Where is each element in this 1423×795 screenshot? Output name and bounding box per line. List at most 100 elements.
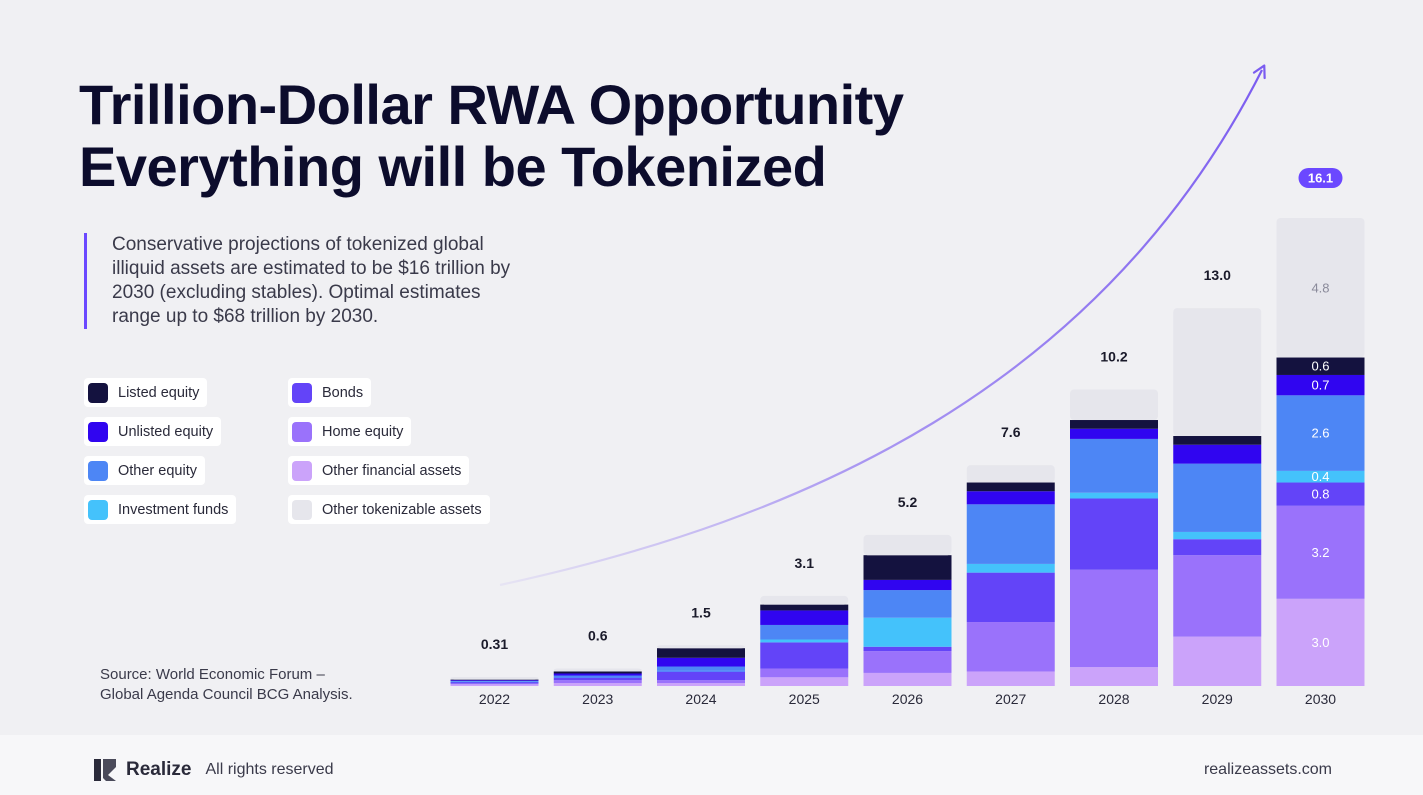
site-link[interactable]: realizeassets.com [1203, 761, 1332, 778]
legend-item-bonds: Bonds [288, 378, 372, 407]
bar-segment-other-tokenizable-assets-2024 [657, 645, 745, 649]
bar-segment-bonds-2027 [966, 572, 1055, 623]
legend-item-unlisted-equity: Unlisted equity [84, 417, 222, 446]
bar-segment-other-tokenizable-assets-2026 [863, 534, 952, 556]
chart-legend: Listed equity Bonds Unlisted equity Home… [84, 378, 508, 524]
total-label: 0.31 [481, 636, 508, 652]
legend-swatch [88, 382, 108, 403]
growth-arrow [499, 64, 1266, 587]
bar-segment-bonds-2026 [863, 646, 952, 652]
bar-segment-listed-equity-2025 [760, 604, 849, 611]
source-line-1: Source: World Economic Forum – [100, 666, 325, 683]
bar-segment-unlisted-equity-2023 [553, 673, 642, 676]
bar-segment-home-equity-2024 [657, 680, 745, 684]
x-tick-label: 2030 [1305, 691, 1336, 707]
legend-swatch [88, 499, 108, 520]
segment-label-unlisted-equity: 0.7 [1311, 378, 1329, 393]
legend-item-other-tokenizable-assets: Other tokenizable assets [288, 495, 490, 524]
stacked-bar-chart: 2022 0.31 2023 0.6 2024 1.5 2025 3.1 2026 5.2 2027… [450, 64, 1365, 707]
realize-logo-icon [94, 759, 116, 781]
bar-segment-home-equity-2030 [1276, 505, 1365, 599]
bar-segment-home-equity-2026 [863, 651, 952, 673]
bar-segment-listed-equity-2028 [1070, 420, 1158, 429]
bar-segment-listed-equity-2024 [657, 648, 745, 658]
bar-segment-listed-equity-2023 [553, 671, 642, 674]
x-tick-label: 2026 [892, 691, 923, 707]
bar-segment-unlisted-equity-2025 [760, 610, 849, 625]
total-label: 0.6 [588, 628, 608, 644]
legend-item-other-financial-assets: Other financial assets [288, 456, 470, 485]
bar-segment-other-financial-assets-2022 [450, 684, 539, 686]
bar-segment-unlisted-equity-2026 [863, 579, 952, 591]
bar-segment-other-equity-2027 [966, 504, 1055, 564]
legend-label: Investment funds [118, 501, 229, 518]
total-badge [1298, 168, 1343, 188]
bar-segment-other-tokenizable-assets-2030 [1276, 218, 1365, 358]
bar-segment-listed-equity-2027 [966, 482, 1055, 492]
x-tick-label: 2023 [582, 691, 613, 707]
bar-segment-other-tokenizable-assets-2027 [966, 465, 1055, 483]
bar-segment-other-tokenizable-assets-2029 [1173, 308, 1262, 437]
bar-segment-other-equity-2024 [657, 666, 745, 671]
bar-segment-home-equity-2025 [760, 668, 849, 678]
bar-segment-unlisted-equity-2029 [1173, 444, 1262, 464]
legend-label: Other equity [118, 462, 197, 479]
x-tick-label: 2022 [479, 691, 510, 707]
segment-label-other-financial-assets: 3.0 [1311, 635, 1329, 650]
bar-segment-listed-equity-2022 [450, 679, 539, 681]
legend-swatch [292, 499, 312, 520]
segment-label-listed-equity: 0.6 [1311, 359, 1329, 374]
title-line-1: Trillion-Dollar RWA Opportunity [79, 73, 904, 136]
legend-swatch [292, 460, 312, 481]
bar-segment-home-equity-2028 [1070, 569, 1158, 668]
bar-segment-bonds-2023 [553, 677, 642, 681]
bar-segment-other-tokenizable-assets-2022 [450, 676, 539, 680]
bar-segment-investment-funds-2030 [1276, 470, 1365, 483]
logo: Realize All rights reserved [94, 759, 334, 781]
title-line-2: Everything will be Tokenized [79, 135, 827, 198]
bar-segment-other-financial-assets-2029 [1173, 636, 1262, 686]
intro-text: Conservative projections of tokenized gl… [84, 233, 532, 329]
legend-label: Unlisted equity [118, 423, 214, 440]
legend-swatch [292, 382, 312, 403]
bar-segment-home-equity-2029 [1173, 555, 1262, 637]
bar-segment-other-tokenizable-assets-2028 [1070, 389, 1158, 421]
bar-segment-other-financial-assets-2027 [966, 671, 1055, 686]
legend-label: Home equity [322, 423, 404, 440]
bar-segment-bonds-2030 [1276, 482, 1365, 506]
segment-label-bonds: 0.8 [1311, 487, 1329, 502]
bar-segment-other-financial-assets-2025 [760, 677, 849, 686]
page-title: Trillion-Dollar RWA Opportunity Everythi… [79, 73, 904, 198]
bar-segment-bonds-2025 [760, 642, 849, 669]
bar-segment-bonds-2022 [450, 681, 539, 684]
bar-segment-listed-equity-2026 [863, 555, 952, 580]
bar-segment-unlisted-equity-2028 [1070, 428, 1158, 439]
legend-label: Other tokenizable assets [322, 501, 482, 518]
brand-name: Realize [126, 759, 192, 780]
x-tick-label: 2025 [789, 691, 820, 707]
bar-segment-other-equity-2023 [553, 675, 642, 677]
bar-segment-other-equity-2026 [863, 590, 952, 618]
bar-segment-investment-funds-2029 [1173, 531, 1262, 540]
x-tick-label: 2028 [1098, 691, 1129, 707]
bar-segment-investment-funds-2026 [863, 617, 952, 647]
bar-segment-investment-funds-2022 [450, 681, 539, 683]
total-label: 5.2 [898, 494, 918, 510]
legend-swatch [292, 421, 312, 442]
bar-segment-bonds-2024 [657, 671, 745, 681]
legend-label: Other financial assets [322, 462, 462, 479]
bar-segment-other-equity-2028 [1070, 438, 1158, 493]
legend-item-listed-equity: Listed equity [84, 378, 208, 407]
bar-segment-other-equity-2029 [1173, 463, 1262, 532]
legend-label: Listed equity [118, 384, 200, 401]
legend-item-investment-funds: Investment funds [84, 495, 237, 524]
source-line-2: Global Agenda Council BCG Analysis. [100, 686, 353, 703]
bar-segment-investment-funds-2028 [1070, 492, 1158, 499]
bar-segment-unlisted-equity-2024 [657, 657, 745, 667]
bar-segment-other-financial-assets-2023 [553, 683, 642, 686]
bar-segment-listed-equity-2029 [1173, 436, 1262, 445]
segment-label-investment-funds: 0.4 [1311, 469, 1329, 484]
bar-segment-other-tokenizable-assets-2023 [553, 668, 642, 672]
rights-text: All rights reserved [205, 761, 334, 778]
bar-segment-listed-equity-2030 [1276, 357, 1365, 375]
